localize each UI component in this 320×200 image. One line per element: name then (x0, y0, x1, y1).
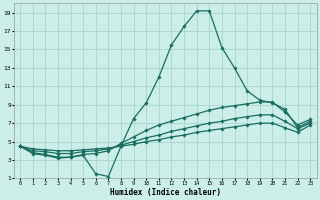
X-axis label: Humidex (Indice chaleur): Humidex (Indice chaleur) (110, 188, 220, 197)
